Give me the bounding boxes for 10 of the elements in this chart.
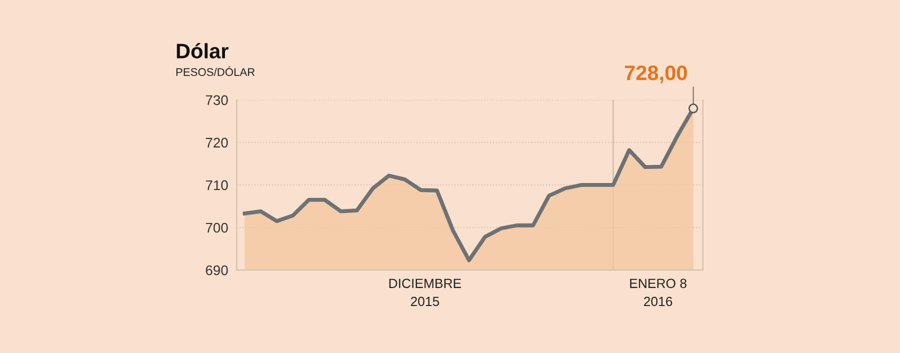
y-tick-label: 720 — [206, 138, 228, 148]
text: DICIEMBRE 2015 — [389, 278, 462, 306]
y-tick-label: 710 — [206, 180, 228, 190]
chart-title: Dólar — [176, 42, 228, 58]
data-label: 728,00 — [624, 65, 687, 84]
text: ENERO 8 2016 — [630, 278, 686, 306]
y-tick-label: 700 — [206, 222, 228, 233]
chart-subtitle: PESOS/DÓLAR — [176, 66, 255, 76]
y-tick-label: 690 — [206, 265, 228, 276]
y-tick-label: 730 — [206, 95, 228, 106]
